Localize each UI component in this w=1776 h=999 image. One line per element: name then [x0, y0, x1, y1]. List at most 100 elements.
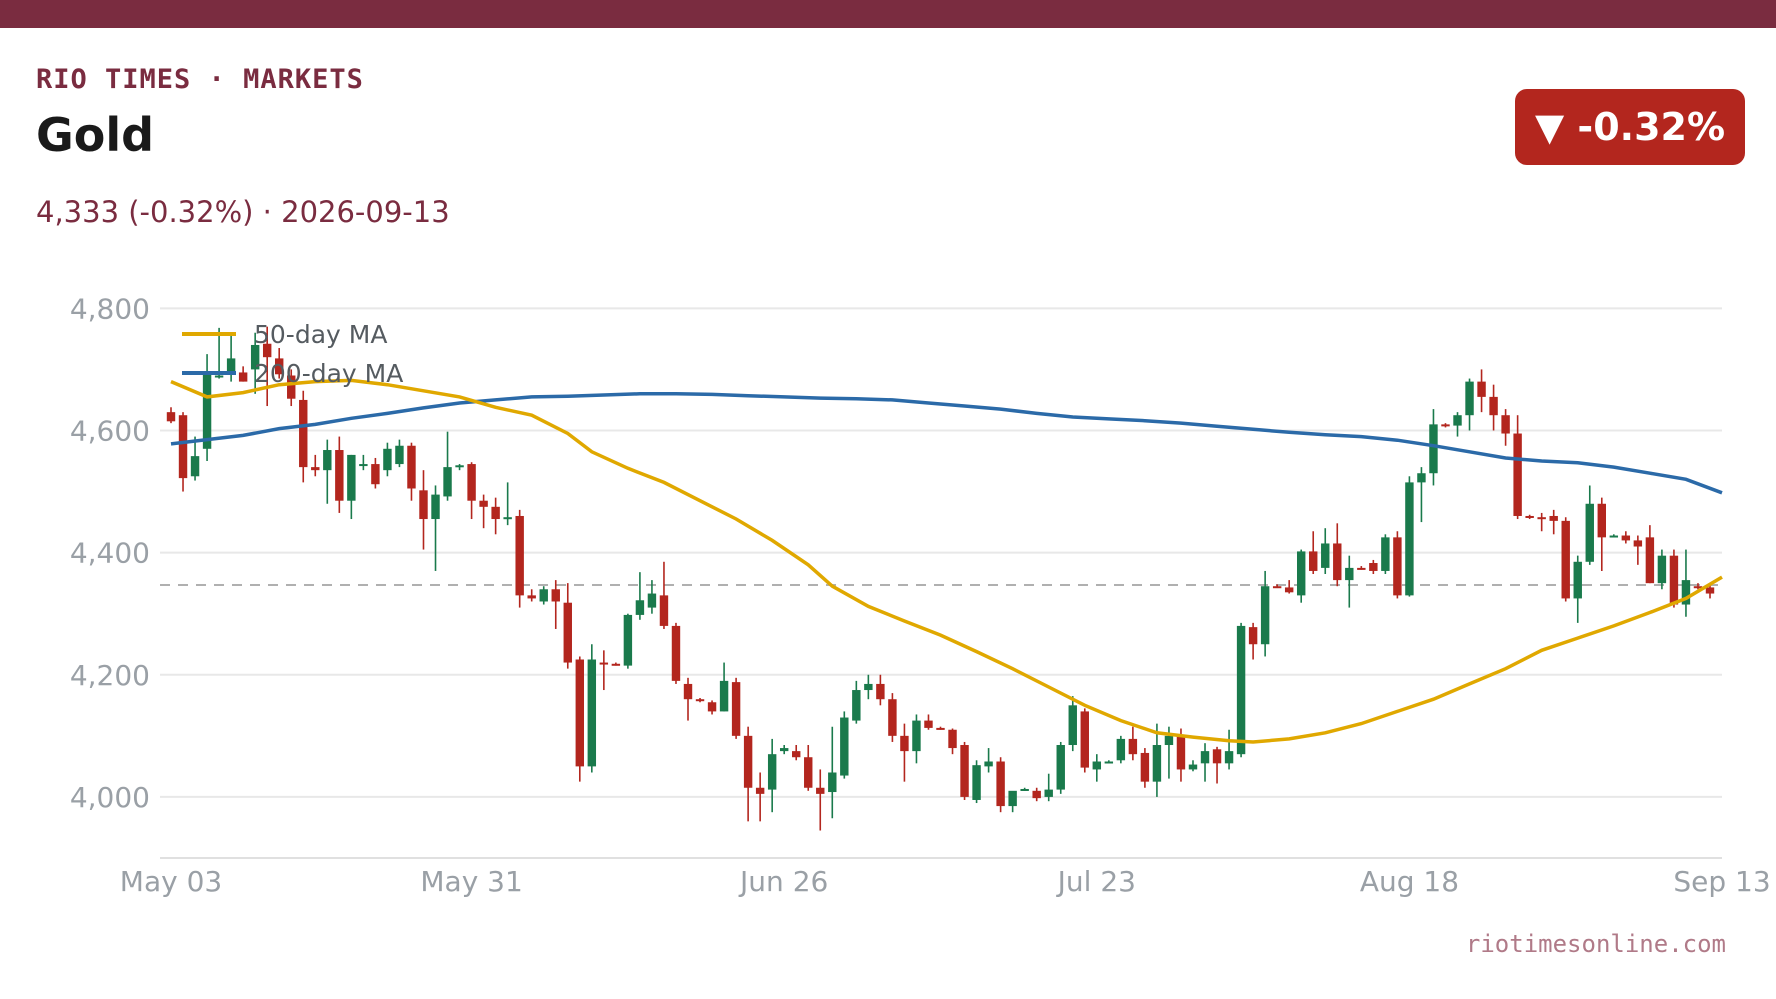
candle-body [1465, 381, 1474, 416]
candle-body [539, 589, 548, 602]
candle-body [1381, 537, 1390, 571]
candle [419, 470, 428, 550]
candle-body [1405, 482, 1414, 596]
candle [1597, 497, 1606, 571]
candle [479, 494, 488, 529]
candle-body [1597, 503, 1606, 538]
x-tick-label: Jul 23 [1056, 865, 1136, 898]
candle [912, 714, 921, 764]
candle-body [311, 467, 320, 471]
candle [671, 622, 681, 684]
candle-body [1645, 537, 1655, 584]
candle-body [407, 445, 416, 489]
legend-label-ma50: 50-day MA [254, 320, 387, 349]
candle [575, 656, 585, 782]
candle [383, 442, 392, 477]
candle-body [1140, 752, 1150, 782]
x-axis: May 03 May 31 Jun 26 Jul 23 Aug 18 Sep 13 [120, 865, 1771, 898]
candle-body [226, 358, 236, 375]
candle-body [1296, 551, 1306, 596]
candle-body [755, 787, 765, 794]
candle-body [1080, 711, 1089, 768]
candle-body [178, 415, 188, 479]
candle-body [1188, 764, 1198, 770]
candle-body [623, 614, 633, 666]
candle [767, 738, 777, 813]
candle-body [888, 699, 897, 736]
candle [1116, 735, 1126, 764]
y-tick-label: 4,600 [70, 414, 150, 447]
candle-body [1657, 555, 1667, 584]
x-tick-label: Jun 26 [738, 865, 828, 898]
candle-body [491, 506, 500, 520]
candle [1453, 412, 1462, 437]
candle [828, 726, 837, 819]
candle [1489, 384, 1498, 431]
candle [1104, 760, 1114, 764]
candle-body [1008, 790, 1017, 807]
page-title: Gold [36, 108, 155, 162]
candle-body [383, 448, 392, 471]
candle [1681, 549, 1691, 617]
candle-body [1537, 517, 1546, 520]
candle [1152, 723, 1162, 797]
candle-body [900, 735, 909, 752]
candle [1657, 549, 1667, 590]
candle [587, 644, 597, 773]
candle [503, 482, 512, 526]
candle-body [1585, 503, 1594, 562]
candle-body [1020, 788, 1029, 791]
candle-body [190, 456, 200, 477]
candle [755, 772, 765, 822]
candle [1525, 514, 1534, 520]
candle [1224, 729, 1234, 770]
candle-body [551, 589, 560, 602]
candle [1200, 743, 1210, 782]
candle [1212, 746, 1222, 784]
candle-body [984, 761, 993, 767]
candle-body [828, 772, 837, 793]
candle-body [864, 683, 873, 691]
candle-body [1513, 433, 1522, 516]
candle [1128, 726, 1138, 761]
candle-body [563, 602, 572, 663]
candle-body [1345, 567, 1354, 581]
candle-body [287, 375, 296, 399]
candle-body [816, 787, 825, 794]
candle [936, 726, 945, 730]
candle [924, 714, 933, 730]
candle [1501, 409, 1510, 446]
candle [335, 436, 344, 513]
candle [1080, 708, 1089, 773]
candle [984, 748, 993, 773]
candle-body [1104, 761, 1114, 764]
candle-body [924, 720, 933, 728]
candle [1345, 555, 1354, 608]
publication-label: RIO TIMES · MARKETS [36, 64, 364, 95]
candle-body [1417, 473, 1426, 483]
candle-body [960, 745, 969, 797]
candle [407, 442, 416, 501]
candle [1309, 531, 1318, 574]
candle [647, 580, 657, 614]
candle [1092, 754, 1102, 782]
candle [864, 674, 873, 700]
candle-body [1092, 761, 1102, 770]
candle-body [1573, 561, 1582, 599]
y-tick-label: 4,000 [70, 781, 150, 814]
candle [202, 354, 212, 462]
candle [1609, 534, 1619, 538]
candle-body [611, 663, 621, 666]
candle-body [1705, 587, 1715, 594]
candle-body [635, 600, 645, 615]
candle-body [1164, 735, 1174, 746]
candle [852, 680, 861, 724]
candle [599, 650, 609, 691]
candle-body [1333, 543, 1342, 581]
candle [731, 677, 741, 739]
candle [299, 390, 308, 483]
candle-body [1489, 396, 1498, 416]
candle [1561, 517, 1570, 602]
candle-body [479, 500, 488, 507]
candle [816, 769, 825, 831]
